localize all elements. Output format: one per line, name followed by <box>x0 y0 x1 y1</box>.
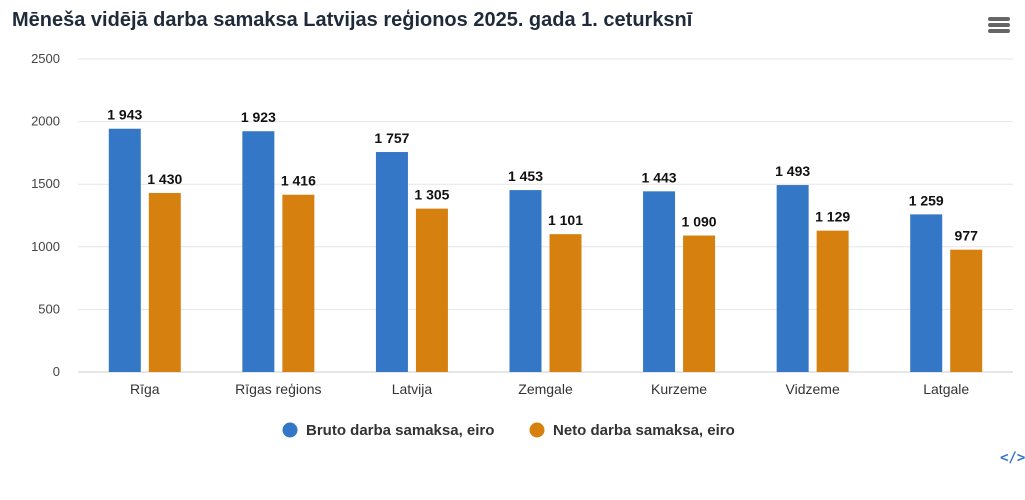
legend-label[interactable]: Bruto darba samaksa, eiro <box>306 422 494 439</box>
bar[interactable] <box>148 192 181 372</box>
x-category-label: Vidzeme <box>786 381 840 397</box>
bar[interactable] <box>242 131 275 372</box>
bar[interactable] <box>776 185 809 372</box>
y-tick-label: 500 <box>38 301 60 316</box>
hamburger-menu-icon[interactable] <box>985 14 1013 36</box>
y-tick-label: 1500 <box>31 176 60 191</box>
data-label: 1 757 <box>374 130 409 146</box>
chart-title: Mēneša vidējā darba samaksa Latvijas reģ… <box>12 9 693 31</box>
data-label: 1 129 <box>815 209 850 225</box>
bar[interactable] <box>950 249 983 372</box>
x-category-label: Latgale <box>923 381 969 397</box>
bar[interactable] <box>108 128 141 372</box>
code-embed-icon[interactable]: </> <box>1000 450 1025 466</box>
data-label: 1 453 <box>508 168 543 184</box>
bar[interactable] <box>549 234 582 372</box>
bar[interactable] <box>910 214 943 372</box>
legend-marker[interactable] <box>282 422 298 438</box>
bar[interactable] <box>415 208 448 372</box>
x-category-label: Rīgas reģions <box>235 381 321 397</box>
data-label: 1 090 <box>682 214 717 230</box>
data-label: 977 <box>955 228 979 244</box>
x-category-label: Kurzeme <box>651 381 707 397</box>
legend-marker[interactable] <box>529 422 545 438</box>
y-tick-label: 2000 <box>31 114 60 129</box>
data-label: 1 493 <box>775 163 810 179</box>
x-category-label: Zemgale <box>518 381 573 397</box>
bar[interactable] <box>683 235 716 372</box>
legend-label[interactable]: Neto darba samaksa, eiro <box>553 422 735 439</box>
bar[interactable] <box>375 152 408 372</box>
data-label: 1 443 <box>642 169 677 185</box>
bar[interactable] <box>643 191 676 372</box>
bar[interactable] <box>816 230 849 372</box>
y-tick-label: 1000 <box>31 239 60 254</box>
x-category-label: Latvija <box>392 381 433 397</box>
data-label: 1 305 <box>414 187 449 203</box>
data-label: 1 943 <box>107 107 142 123</box>
data-label: 1 101 <box>548 212 583 228</box>
data-label: 1 430 <box>147 171 182 187</box>
bar[interactable] <box>509 190 542 372</box>
data-label: 1 416 <box>281 173 316 189</box>
x-category-label: Rīga <box>130 381 160 397</box>
data-label: 1 923 <box>241 109 276 125</box>
data-label: 1 259 <box>909 192 944 208</box>
y-tick-label: 0 <box>53 364 60 379</box>
y-tick-label: 2500 <box>31 51 60 66</box>
bar[interactable] <box>282 194 315 372</box>
